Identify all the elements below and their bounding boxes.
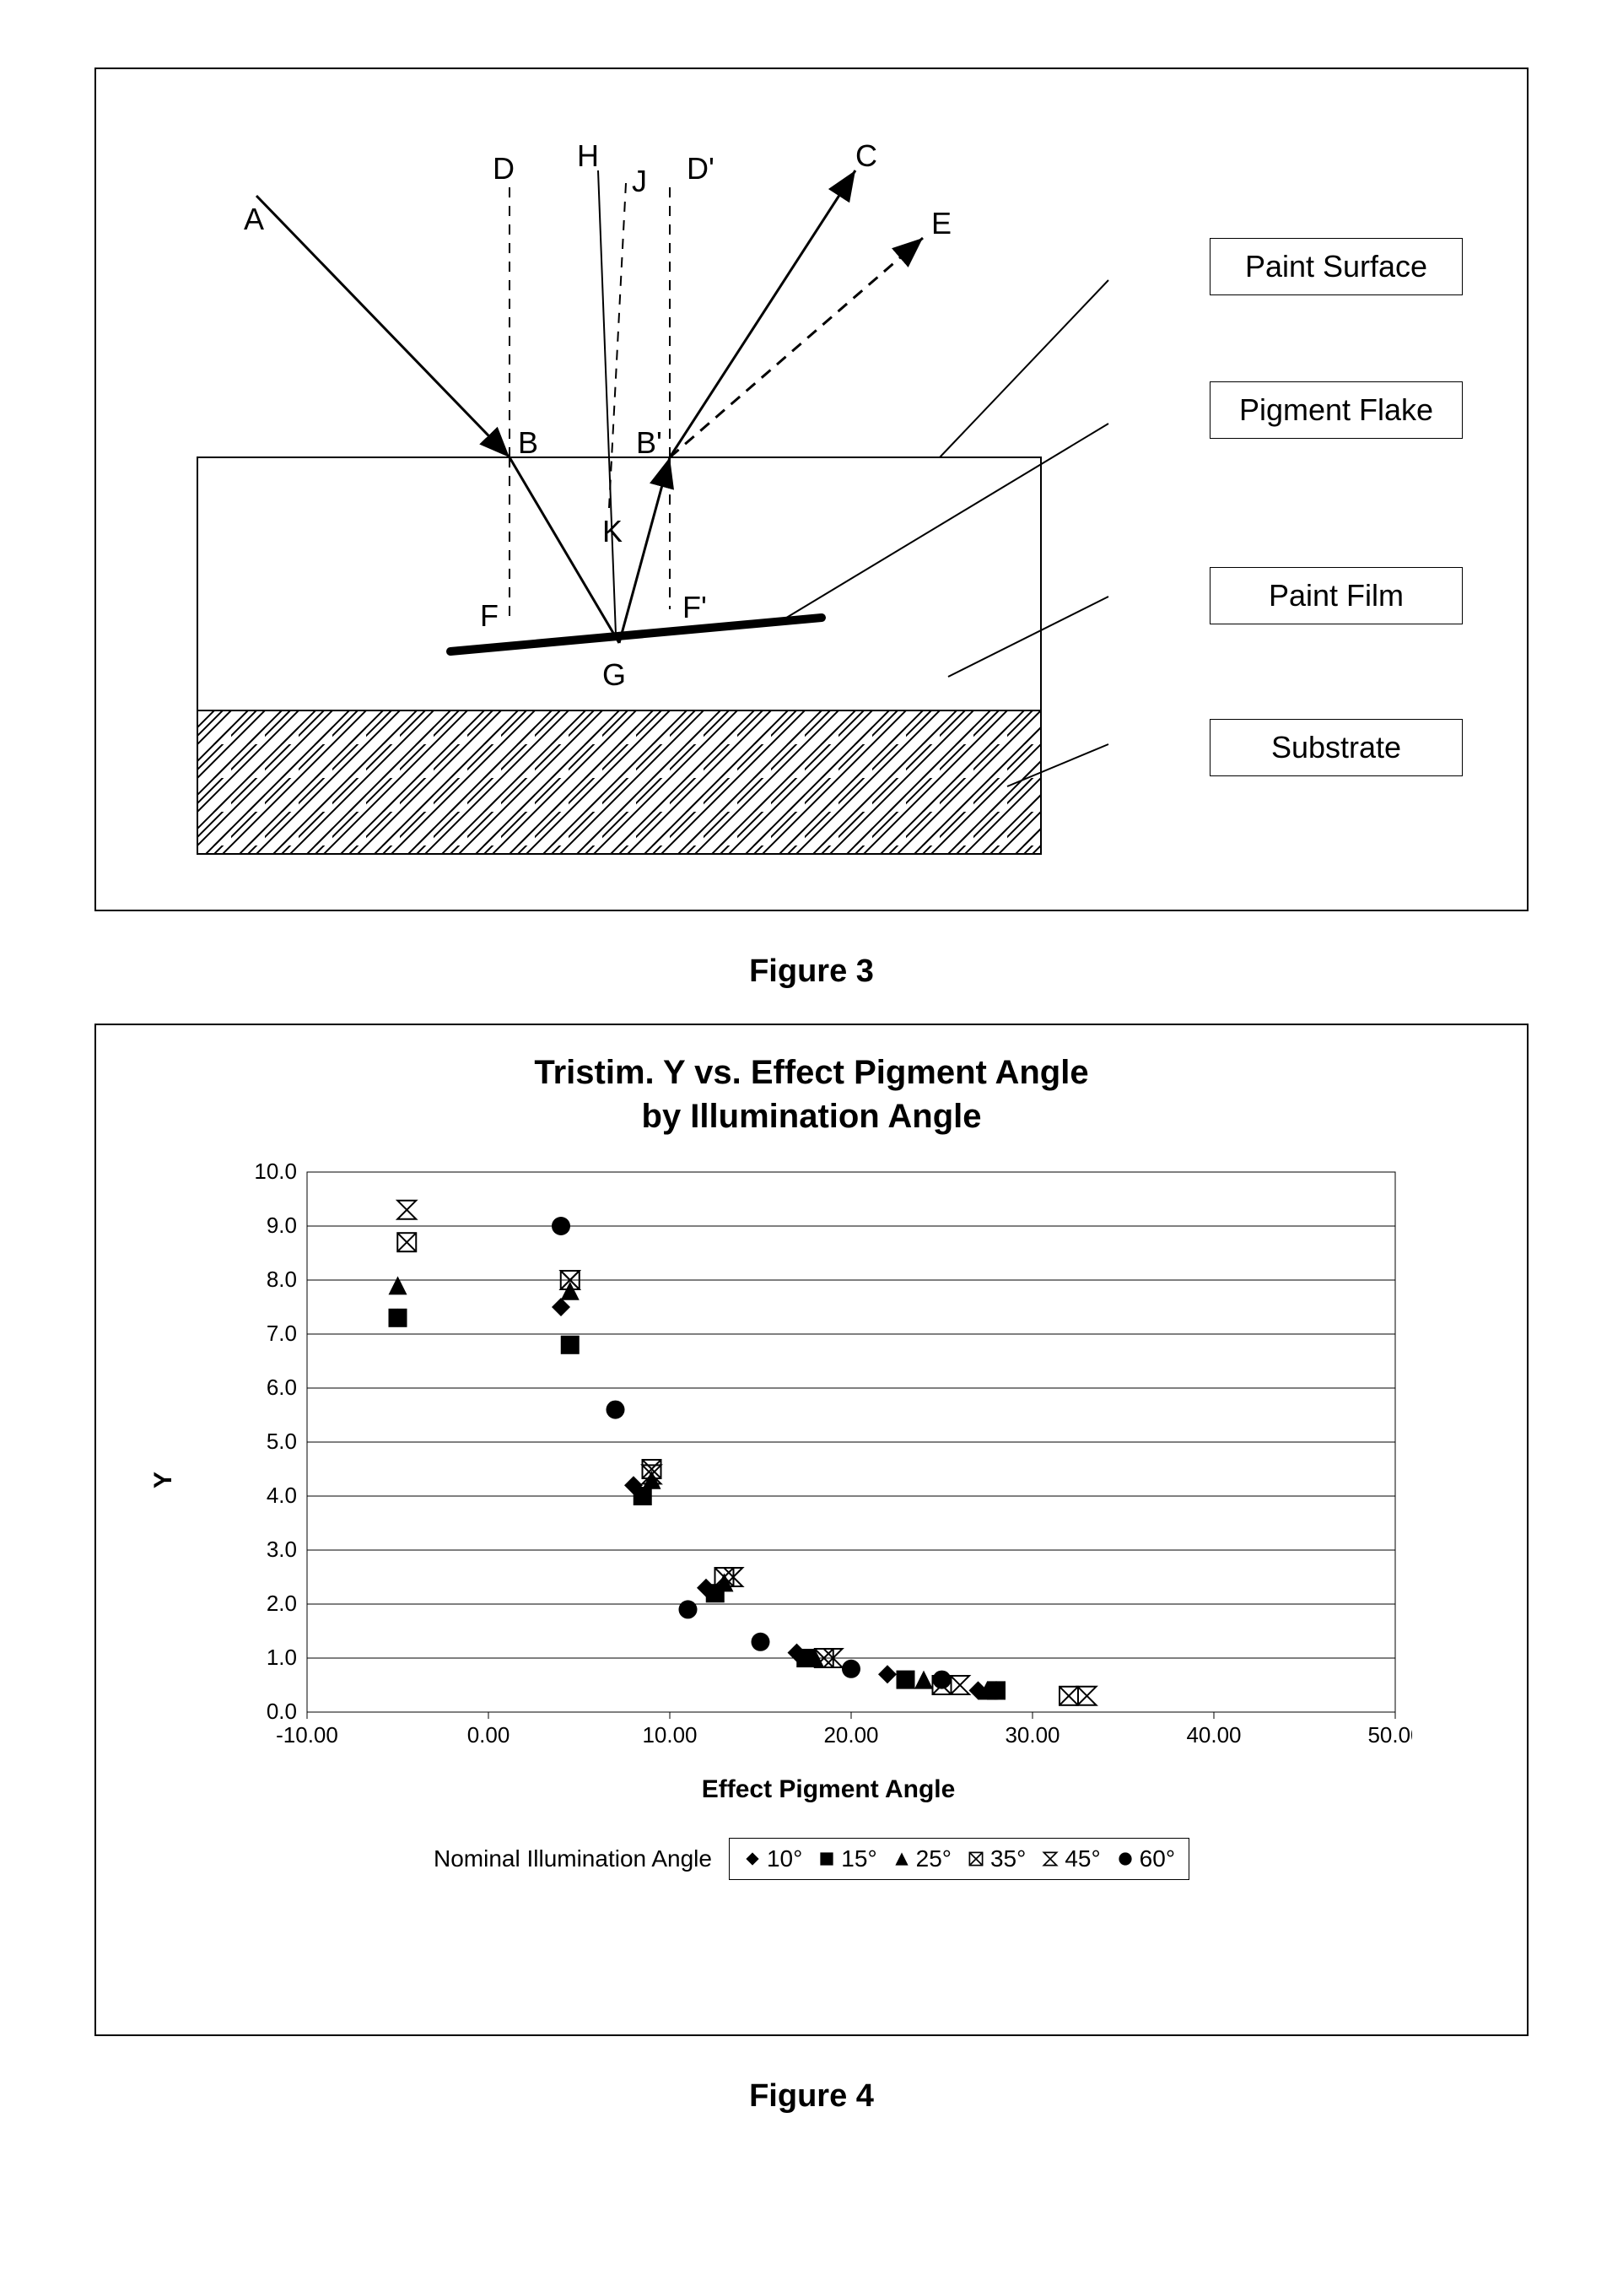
scatter-chart: 0.0 1.0 2.0 3.0 4.0 5.0 6.0 7.0 8.0 9.0 10.0 -10.00… xyxy=(231,1155,1412,1763)
svg-text:8.0: 8.0 xyxy=(267,1267,297,1292)
annotation-paint-surface: Paint Surface xyxy=(1210,238,1463,295)
label-J: J xyxy=(632,164,647,198)
label-Dp: D' xyxy=(687,151,714,186)
figure-4-container: Tristim. Y vs. Effect Pigment Angle by I… xyxy=(94,1024,1529,2036)
legend-item: 35° xyxy=(967,1845,1026,1872)
legend-item: 10° xyxy=(743,1845,802,1872)
svg-text:0.0: 0.0 xyxy=(267,1699,297,1724)
label-A: A xyxy=(244,202,264,236)
figure-4-title: Tristim. Y vs. Effect Pigment Angle by I… xyxy=(130,1051,1493,1138)
figure-3-container: A D H J D' C E B B' K F F' G Paint Surfa… xyxy=(94,68,1529,911)
annotation-paint-film: Paint Film xyxy=(1210,567,1463,624)
svg-text:1.0: 1.0 xyxy=(267,1645,297,1670)
legend-item: 60° xyxy=(1116,1845,1175,1872)
legend-row: Nominal Illumination Angle 10° 15° 25° 35° 4… xyxy=(130,1838,1493,1880)
legend-item-label: 10° xyxy=(767,1845,802,1872)
x-axis-label: Effect Pigment Angle xyxy=(231,1775,1426,1804)
svg-text:50.00: 50.00 xyxy=(1367,1722,1412,1748)
svg-text:10.00: 10.00 xyxy=(642,1722,697,1748)
legend-box: 10° 15° 25° 35° 45° 60° xyxy=(729,1838,1189,1880)
annotation-substrate: Substrate xyxy=(1210,719,1463,776)
svg-text:5.0: 5.0 xyxy=(267,1429,297,1454)
legend-item-label: 25° xyxy=(916,1845,952,1872)
label-H: H xyxy=(577,138,599,173)
svg-text:7.0: 7.0 xyxy=(267,1321,297,1346)
figure-4-title-line1: Tristim. Y vs. Effect Pigment Angle xyxy=(534,1054,1088,1091)
figure-4-title-line2: by Illumination Angle xyxy=(642,1098,982,1135)
svg-text:2.0: 2.0 xyxy=(267,1591,297,1616)
legend-item-label: 60° xyxy=(1140,1845,1175,1872)
label-G: G xyxy=(602,657,626,692)
legend-item: 45° xyxy=(1041,1845,1100,1872)
svg-text:10.0: 10.0 xyxy=(254,1159,297,1184)
figure-4-caption: Figure 4 xyxy=(34,2078,1589,2115)
annotation-pigment-flake: Pigment Flake xyxy=(1210,381,1463,439)
svg-text:20.00: 20.00 xyxy=(823,1722,878,1748)
label-Fp: F' xyxy=(682,590,707,624)
legend-item: 15° xyxy=(817,1845,876,1872)
chart-area: Y 0.01.02.03.04.05.06.07.08.09.010.0-10.… xyxy=(231,1155,1426,1804)
label-F: F xyxy=(480,598,499,633)
figure-3-svg: A D H J D' C E B B' K F F' G xyxy=(96,69,1530,913)
legend-item-label: 45° xyxy=(1065,1845,1100,1872)
svg-text:9.0: 9.0 xyxy=(267,1213,297,1238)
label-Bp: B' xyxy=(636,425,662,460)
svg-text:-10.00: -10.00 xyxy=(276,1722,338,1748)
label-C: C xyxy=(855,138,877,173)
legend-item-label: 35° xyxy=(990,1845,1026,1872)
legend-label: Nominal Illumination Angle xyxy=(434,1845,712,1872)
legend-item: 25° xyxy=(892,1845,952,1872)
label-E: E xyxy=(931,206,952,240)
svg-text:3.0: 3.0 xyxy=(267,1537,297,1562)
svg-text:0.00: 0.00 xyxy=(467,1722,510,1748)
svg-text:40.00: 40.00 xyxy=(1186,1722,1241,1748)
svg-text:6.0: 6.0 xyxy=(267,1375,297,1400)
label-K: K xyxy=(602,514,623,548)
label-D: D xyxy=(493,151,515,186)
svg-text:30.00: 30.00 xyxy=(1005,1722,1060,1748)
label-B: B xyxy=(518,425,538,460)
y-axis-label: Y xyxy=(149,1471,178,1488)
legend-item-label: 15° xyxy=(841,1845,876,1872)
figure-3-caption: Figure 3 xyxy=(34,954,1589,990)
svg-text:4.0: 4.0 xyxy=(267,1483,297,1508)
